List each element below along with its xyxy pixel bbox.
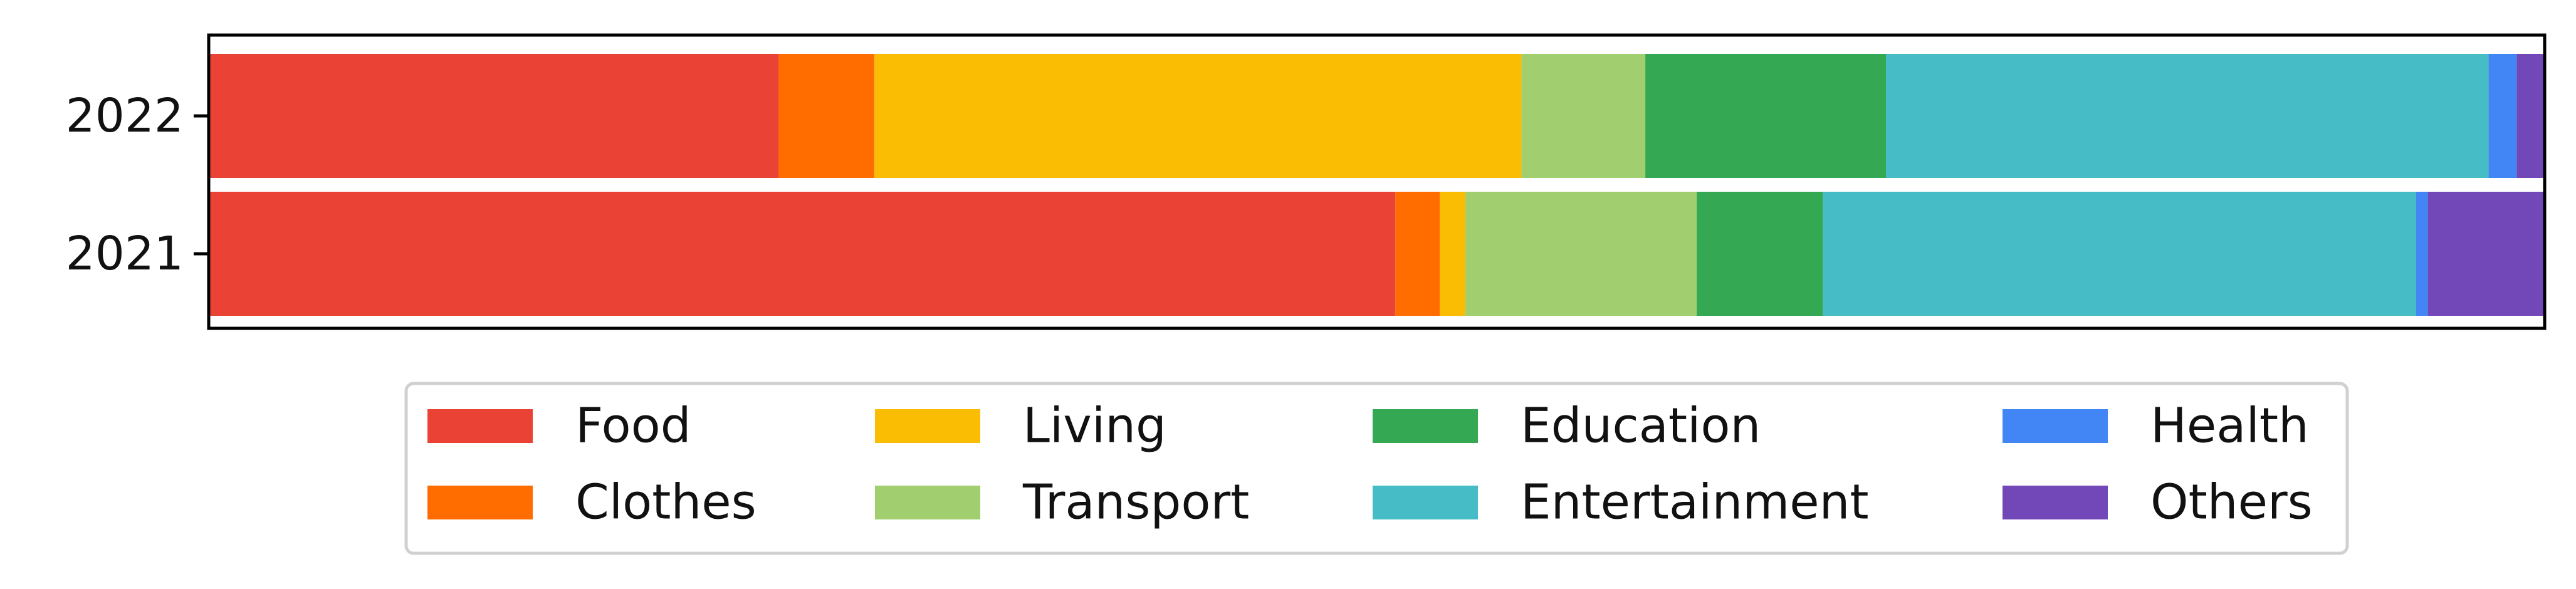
bars-group — [209, 54, 2545, 316]
bar-2021-transport — [1465, 192, 1697, 316]
bar-2021-living — [1440, 192, 1466, 316]
y-tick-label-2021: 2021 — [66, 227, 184, 281]
legend-swatch-food — [427, 409, 533, 443]
legend-label-entertainment: Entertainment — [1521, 475, 1869, 531]
bar-2022-health — [2488, 54, 2517, 178]
legend-label-clothes: Clothes — [575, 475, 757, 531]
legend-swatch-clothes — [427, 486, 533, 519]
bar-2022-living — [874, 54, 1522, 178]
legend: Food Clothes Living Transport Education Enter… — [404, 382, 2349, 555]
bar-2022-transport — [1521, 54, 1646, 178]
legend-swatch-entertainment — [1373, 486, 1478, 519]
bar-2021-food — [209, 192, 1396, 316]
plot-frame — [207, 33, 2547, 330]
bar-2022-entertainment — [1885, 54, 2489, 178]
bar-2021-entertainment — [1823, 192, 2417, 316]
legend-label-living: Living — [1023, 399, 1166, 454]
bar-2021-health — [2416, 192, 2428, 316]
bar-2021-others — [2427, 192, 2545, 316]
legend-label-others: Others — [2150, 475, 2313, 531]
legend-label-health: Health — [2150, 399, 2309, 454]
y-tick-label-2022: 2022 — [66, 89, 184, 143]
legend-label-education: Education — [1521, 399, 1761, 454]
bar-2021-clothes — [1395, 192, 1440, 316]
bar-2021-education — [1697, 192, 1823, 316]
bar-2022-others — [2516, 54, 2545, 178]
legend-label-food: Food — [575, 399, 691, 454]
legend-label-transport: Transport — [1022, 475, 1249, 531]
bar-2022-clothes — [778, 54, 875, 178]
legend-items: Food Clothes Living Transport Education Enter… — [427, 399, 2313, 531]
legend-swatch-living — [875, 409, 980, 443]
legend-swatch-education — [1373, 409, 1478, 443]
bar-2022-education — [1645, 54, 1886, 178]
legend-swatch-transport — [875, 486, 980, 519]
bar-2022-food — [209, 54, 779, 178]
legend-swatch-health — [2003, 409, 2108, 443]
legend-swatch-others — [2003, 486, 2108, 519]
y-axis: 2022 2021 — [66, 89, 209, 281]
